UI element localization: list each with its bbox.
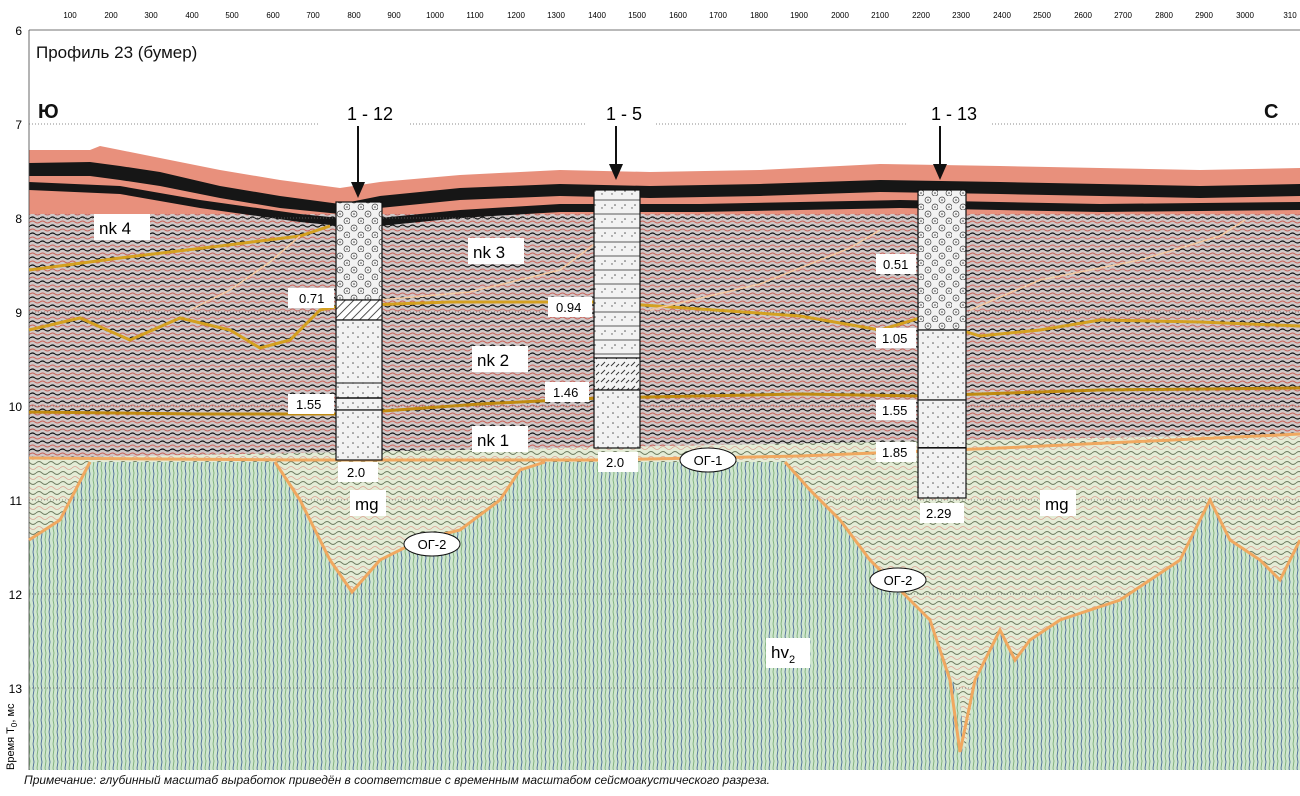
horizon-label-og1: ОГ-1	[694, 453, 723, 468]
x-tick-label: 1300	[547, 11, 565, 20]
x-tick-label: 2800	[1155, 11, 1173, 20]
depth-label: 0.94	[556, 300, 581, 315]
borehole-1-5: 1 - 5 0.94 1.46 2.0	[545, 102, 656, 472]
surface-reflector-black-2	[29, 182, 1300, 228]
y-tick-label: 12	[9, 588, 23, 602]
x-tick-label: 1800	[750, 11, 768, 20]
x-tick-label: 400	[185, 11, 199, 20]
reflector-faint-3	[969, 219, 1246, 311]
x-tick-label: 2300	[952, 11, 970, 20]
depth-label: 1.55	[296, 397, 321, 412]
mg-layer-fill	[29, 434, 1300, 752]
layer-label-nk2: nk 2	[477, 351, 509, 370]
x-tick-label: 1500	[628, 11, 646, 20]
layer-label-nk3: nk 3	[473, 243, 505, 262]
x-tick-label: 1700	[709, 11, 727, 20]
y-tick-label: 8	[15, 212, 22, 226]
borehole-name: 1 - 12	[347, 104, 393, 124]
y-tick-label: 10	[9, 400, 23, 414]
depth-label: 2.0	[347, 465, 365, 480]
y-axis-label: Время T0, мс	[5, 703, 19, 770]
x-tick-label: 100	[63, 11, 77, 20]
x-tick-label: 2700	[1114, 11, 1132, 20]
x-tick-label: 300	[144, 11, 158, 20]
x-tick-label: 700	[306, 11, 320, 20]
depth-label: 1.05	[882, 331, 907, 346]
x-tick-label: 1400	[588, 11, 606, 20]
y-tick-label: 13	[9, 682, 23, 696]
x-tick-label: 900	[387, 11, 401, 20]
layer-labels: nk 4 nk 3 nk 2 nk 1 mg mg hv2	[94, 214, 1076, 668]
borehole-name: 1 - 13	[931, 104, 977, 124]
x-tick-label: 2500	[1033, 11, 1051, 20]
reflector-faint-2	[649, 229, 881, 311]
horizon-label-og2-right: ОГ-2	[884, 573, 913, 588]
x-tick-label: 800	[347, 11, 361, 20]
y-axis-ticks: 6 7 8 9 10 11 12 13	[9, 24, 23, 696]
layer-label-mg-left: mg	[355, 495, 379, 514]
x-tick-label: 1100	[466, 11, 484, 20]
horizon-og2	[28, 460, 1300, 753]
x-tick-label: 2900	[1195, 11, 1213, 20]
x-tick-label: 1900	[790, 11, 808, 20]
x-tick-label: 2600	[1074, 11, 1092, 20]
nk-seismic-zone	[29, 195, 1300, 460]
depth-label: 1.85	[882, 445, 907, 460]
x-tick-label: 1600	[669, 11, 687, 20]
reflector-faint-1	[379, 239, 601, 301]
reflector-faint-4	[189, 235, 301, 311]
y-tick-label: 9	[15, 306, 22, 320]
layer-label-hv2: hv2	[771, 643, 795, 666]
x-tick-label: 500	[225, 11, 239, 20]
y-tick-label: 7	[15, 118, 22, 132]
x-tick-label: 200	[104, 11, 118, 20]
depth-label: 1.46	[553, 385, 578, 400]
direction-south: Ю	[38, 101, 59, 123]
horizon-nk4-top	[28, 224, 331, 272]
layer-label-mg-right: mg	[1045, 495, 1069, 514]
layer-label-nk1: nk 1	[477, 431, 509, 450]
y-tick-label: 11	[10, 494, 23, 508]
borehole-name: 1 - 5	[606, 104, 642, 124]
surface-reflector-black	[29, 162, 1300, 214]
depth-label: 0.71	[299, 291, 324, 306]
horizon-labels: ОГ-1 ОГ-2 ОГ-2	[403, 447, 927, 593]
profile-title: Профиль 23 (бумер)	[36, 43, 197, 62]
borehole-1-13: 1 - 13 0.51 1.05 1.55 1.85 2.29	[876, 102, 990, 523]
depth-label: 0.51	[883, 257, 908, 272]
y-tick-label: 6	[15, 24, 22, 38]
direction-north: С	[1264, 101, 1278, 123]
time-gridlines	[29, 123, 1300, 689]
x-tick-label: 1000	[426, 11, 444, 20]
horizon-label-og2-left: ОГ-2	[418, 537, 447, 552]
depth-label: 1.55	[882, 403, 907, 418]
footnote: Примечание: глубинный масштаб выработок …	[24, 773, 770, 787]
x-tick-label: 2100	[871, 11, 889, 20]
depth-label: 2.29	[926, 506, 951, 521]
x-tick-label: 2200	[912, 11, 930, 20]
surface-reflector-red	[29, 146, 1300, 214]
x-tick-label: 2000	[831, 11, 849, 20]
borehole-1-12: 1 - 12 0.71 1.55 2.0	[288, 102, 410, 482]
x-tick-label: 600	[266, 11, 280, 20]
x-tick-label: 3000	[1236, 11, 1254, 20]
x-tick-label: 2400	[993, 11, 1011, 20]
layer-label-nk4: nk 4	[99, 219, 131, 238]
x-axis-ticks: 100 200 300 400 500 600 700 800 900 1000…	[63, 11, 1297, 20]
horizon-nk3-base	[28, 300, 1300, 350]
depth-label: 2.0	[606, 455, 624, 470]
x-tick-label: 1200	[507, 11, 525, 20]
x-tick-label: 310	[1283, 11, 1297, 20]
